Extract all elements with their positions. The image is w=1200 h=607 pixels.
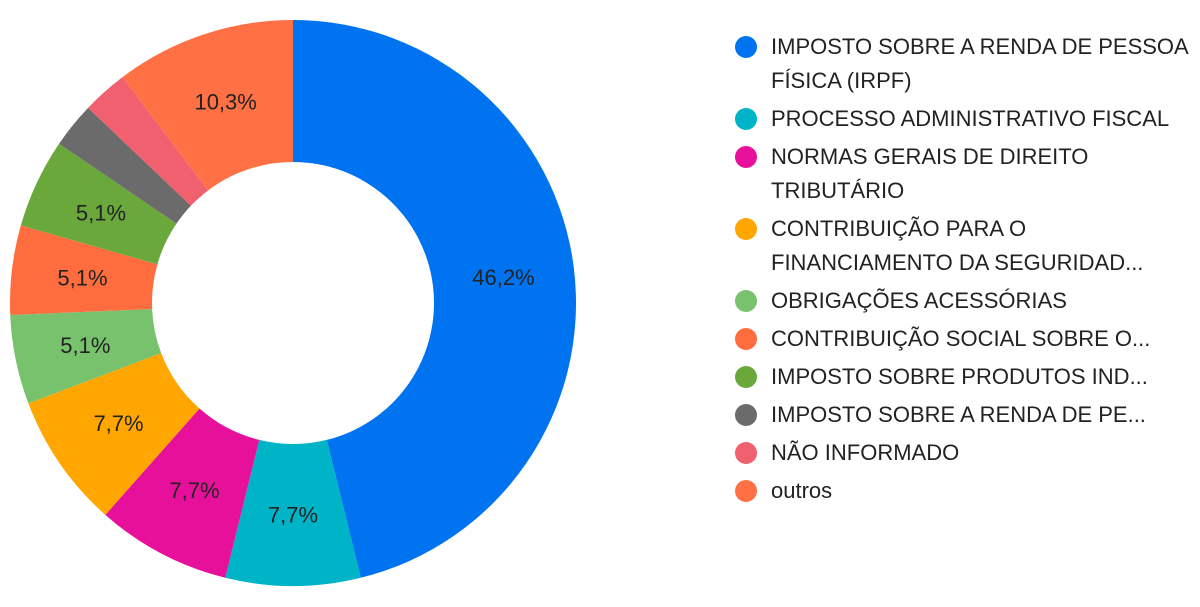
legend-item-7[interactable]: IMPOSTO SOBRE A RENDA DE PE... bbox=[735, 398, 1190, 432]
slice-2[interactable] bbox=[105, 408, 260, 578]
legend-label-0: IMPOSTO SOBRE A RENDA DE PESSOA FÍSICA (… bbox=[771, 34, 1188, 93]
legend-item-3[interactable]: CONTRIBUIÇÃO PARA O FINANCIAMENTO DA SEG… bbox=[735, 212, 1190, 280]
legend-item-2[interactable]: NORMAS GERAIS DE DIREITO TRIBUTÁRIO bbox=[735, 140, 1190, 208]
slice-label-0: 46,2% bbox=[472, 265, 534, 290]
slice-label-9: 10,3% bbox=[194, 89, 256, 114]
legend-swatch-9 bbox=[735, 480, 757, 502]
slice-6[interactable] bbox=[20, 143, 177, 265]
legend-item-8[interactable]: NÃO INFORMADO bbox=[735, 436, 1190, 470]
legend-item-9[interactable]: outros bbox=[735, 474, 1190, 508]
legend-swatch-6 bbox=[735, 366, 757, 388]
slice-3[interactable] bbox=[28, 352, 200, 515]
legend-label-2: NORMAS GERAIS DE DIREITO TRIBUTÁRIO bbox=[771, 144, 1089, 203]
slice-label-2: 7,7% bbox=[169, 478, 219, 503]
legend-label-3: CONTRIBUIÇÃO PARA O FINANCIAMENTO DA SEG… bbox=[771, 216, 1144, 275]
legend-item-0[interactable]: IMPOSTO SOBRE A RENDA DE PESSOA FÍSICA (… bbox=[735, 30, 1190, 98]
slice-8[interactable] bbox=[88, 77, 209, 206]
slice-label-5: 5,1% bbox=[57, 266, 107, 291]
slice-9[interactable] bbox=[122, 20, 294, 191]
legend-item-5[interactable]: CONTRIBUIÇÃO SOCIAL SOBRE O... bbox=[735, 322, 1190, 356]
legend-item-1[interactable]: PROCESSO ADMINISTRATIVO FISCAL bbox=[735, 102, 1190, 136]
legend-swatch-5 bbox=[735, 328, 757, 350]
legend-swatch-3 bbox=[735, 218, 757, 240]
legend-item-4[interactable]: OBRIGAÇÕES ACESSÓRIAS bbox=[735, 284, 1190, 318]
slice-1[interactable] bbox=[225, 439, 361, 586]
legend-swatch-7 bbox=[735, 404, 757, 426]
slice-0[interactable] bbox=[293, 20, 577, 578]
slice-4[interactable] bbox=[10, 308, 162, 404]
slice-label-3: 7,7% bbox=[93, 411, 143, 436]
legend-label-6: IMPOSTO SOBRE PRODUTOS IND... bbox=[771, 364, 1148, 389]
legend-label-1: PROCESSO ADMINISTRATIVO FISCAL bbox=[771, 106, 1170, 131]
legend-label-4: OBRIGAÇÕES ACESSÓRIAS bbox=[771, 288, 1067, 313]
legend-swatch-0 bbox=[735, 36, 757, 58]
slice-5[interactable] bbox=[10, 225, 158, 315]
legend-swatch-8 bbox=[735, 442, 757, 464]
legend-label-7: IMPOSTO SOBRE A RENDA DE PE... bbox=[771, 402, 1146, 427]
legend-label-9: outros bbox=[771, 478, 833, 503]
legend-label-5: CONTRIBUIÇÃO SOCIAL SOBRE O... bbox=[771, 326, 1151, 351]
slice-7[interactable] bbox=[59, 107, 191, 224]
legend-swatch-4 bbox=[735, 290, 757, 312]
legend-swatch-1 bbox=[735, 108, 757, 130]
legend-swatch-2 bbox=[735, 146, 757, 168]
slice-label-1: 7,7% bbox=[268, 503, 318, 528]
slice-label-4: 5,1% bbox=[60, 333, 110, 358]
donut-svg: 46,2% 7,7% 7,7% 7,7% 5,1% 5,1% 5,1% 10,3% bbox=[10, 20, 577, 586]
legend: IMPOSTO SOBRE A RENDA DE PESSOA FÍSICA (… bbox=[735, 30, 1190, 512]
slice-label-6: 5,1% bbox=[76, 201, 126, 226]
legend-item-6[interactable]: IMPOSTO SOBRE PRODUTOS IND... bbox=[735, 360, 1190, 394]
legend-label-8: NÃO INFORMADO bbox=[771, 440, 960, 465]
